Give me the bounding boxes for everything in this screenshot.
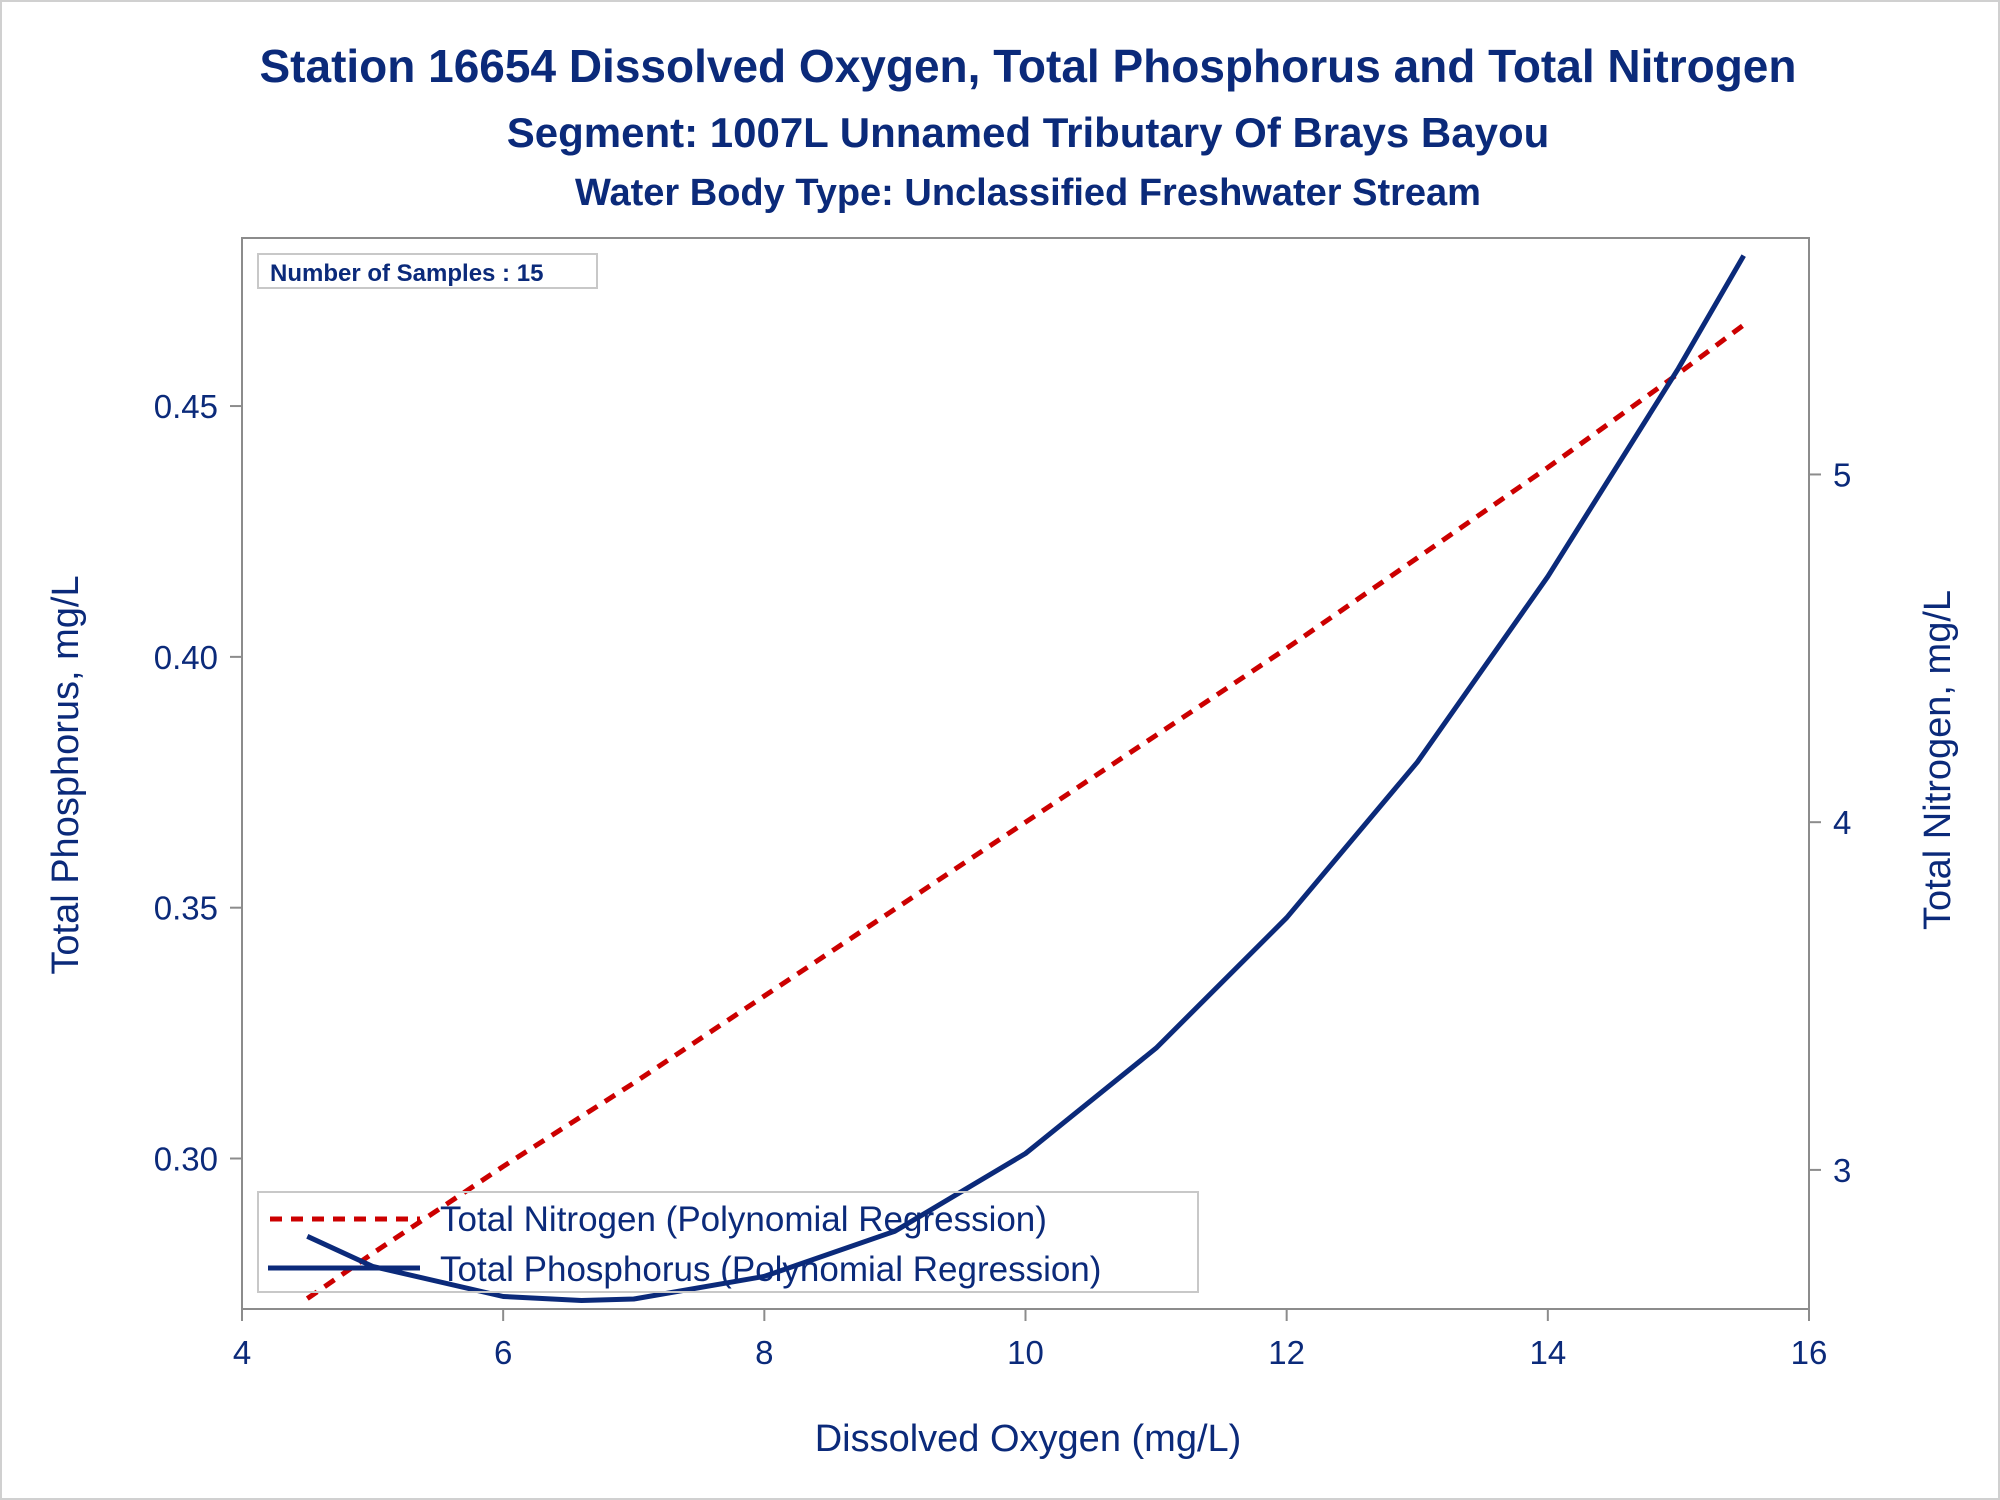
chart-title: Station 16654 Dissolved Oxygen, Total Ph… bbox=[259, 40, 1796, 92]
series-line-phosphorus bbox=[306, 254, 1746, 1303]
y-left-tick-label: 0.40 bbox=[154, 639, 218, 676]
x-axis-label: Dissolved Oxygen (mg/L) bbox=[815, 1418, 1242, 1460]
x-tick-label: 8 bbox=[755, 1334, 773, 1371]
y-right-tick-label: 3 bbox=[1833, 1152, 1851, 1189]
x-tick-label: 10 bbox=[1007, 1334, 1044, 1371]
x-tick-label: 12 bbox=[1268, 1334, 1305, 1371]
legend-label-nitrogen: Total Nitrogen (Polynomial Regression) bbox=[440, 1200, 1047, 1239]
axis-ticks: 4 6 8 10 12 14 16 0.30 0.35 0.40 0.45 3 4 5 bbox=[154, 388, 1852, 1371]
y-axis-left-label: Total Phosphorus, mg/L bbox=[45, 575, 87, 974]
x-tick-label: 16 bbox=[1791, 1334, 1828, 1371]
y-left-tick-label: 0.35 bbox=[154, 890, 218, 927]
y-left-tick-label: 0.30 bbox=[154, 1141, 218, 1178]
series-layer bbox=[305, 254, 1746, 1303]
y-right-tick-label: 5 bbox=[1833, 456, 1851, 493]
plot-area bbox=[241, 237, 1810, 1310]
y-right-tick-label: 4 bbox=[1833, 804, 1851, 841]
x-tick-label: 6 bbox=[494, 1334, 512, 1371]
y-axis-right-label: Total Nitrogen, mg/L bbox=[1917, 590, 1959, 930]
chart-subtitle-2: Water Body Type: Unclassified Freshwater… bbox=[575, 172, 1481, 214]
y-left-tick-label: 0.45 bbox=[154, 388, 218, 425]
sample-count-box bbox=[257, 253, 598, 289]
legend-label-phosphorus: Total Phosphorus (Polynomial Regression) bbox=[440, 1250, 1101, 1289]
x-tick-label: 4 bbox=[233, 1334, 251, 1371]
chart-subtitle: Segment: 1007L Unnamed Tributary Of Bray… bbox=[507, 109, 1550, 156]
x-tick-label: 14 bbox=[1529, 1334, 1566, 1371]
legend-box bbox=[257, 1191, 1199, 1293]
sample-count-label: Number of Samples : 15 bbox=[270, 260, 543, 287]
series-line-nitrogen bbox=[305, 322, 1746, 1301]
